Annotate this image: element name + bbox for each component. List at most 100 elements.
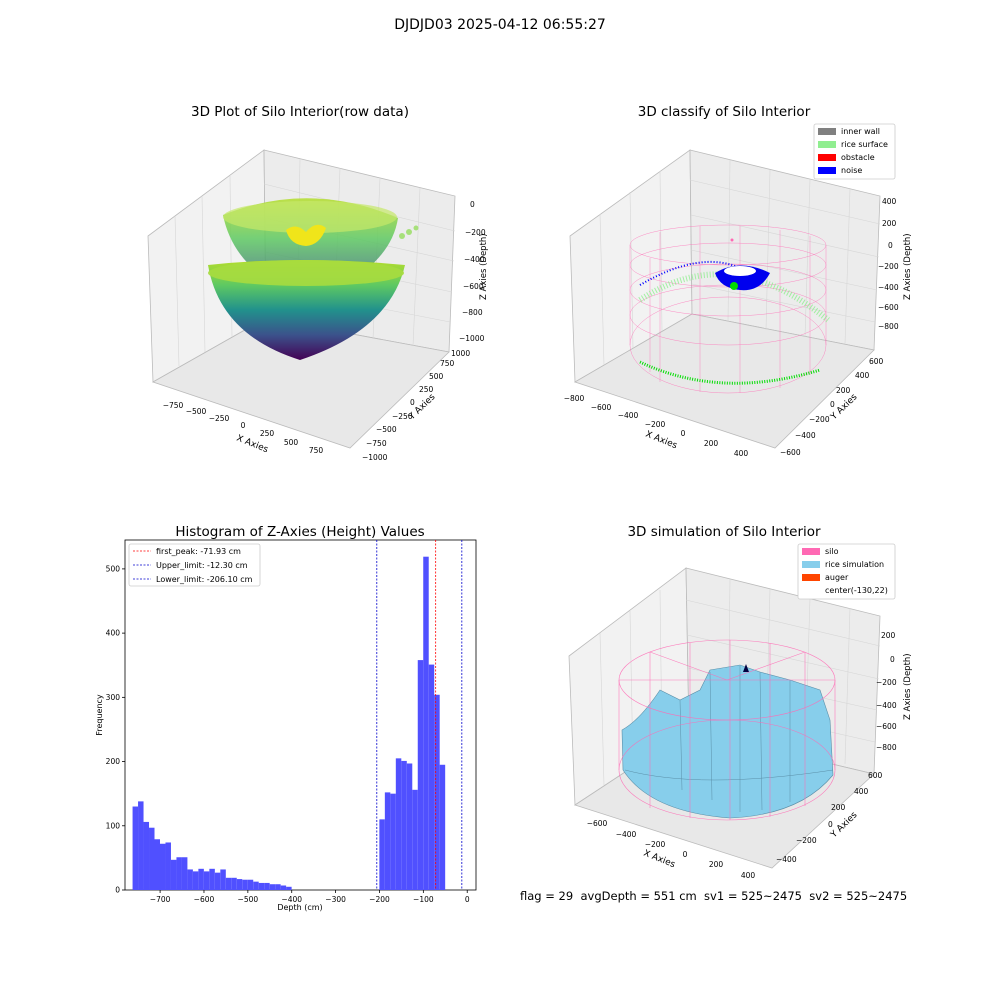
- histogram-bar: [286, 886, 292, 890]
- histogram-ytick-label: 500: [106, 564, 121, 573]
- histogram-bar: [412, 789, 418, 890]
- histogram-xtick-label: 0: [465, 895, 470, 904]
- histogram-bar: [406, 763, 413, 890]
- classify-ytick: −600: [780, 448, 801, 457]
- raw-ytick: 1000: [451, 349, 470, 358]
- simulation-zlabel: Z Axies (Depth): [903, 653, 913, 720]
- histogram-xlabel: Depth (cm): [277, 903, 322, 912]
- raw-ytick: −500: [376, 425, 397, 434]
- raw-ztick: −600: [463, 282, 484, 291]
- legend-label: silo: [825, 547, 839, 556]
- classify-ytick: 200: [836, 386, 851, 395]
- raw-ztick: −1000: [459, 334, 485, 343]
- simulation-rice-surface: [621, 664, 834, 819]
- histogram-bar: [231, 877, 237, 890]
- legend-label: noise: [841, 166, 862, 175]
- simulation-plot-tick-labels: −600 −400 −200 0 200 400 −400 −200 0 200…: [587, 631, 897, 880]
- simulation-xtick: 0: [683, 850, 688, 859]
- raw-zlabel: Z Axies (Depth): [479, 233, 489, 300]
- legend-swatch-auger: [802, 574, 820, 581]
- classify-xtick: −200: [645, 420, 666, 429]
- legend-swatch-silo: [802, 548, 820, 555]
- simulation-ytick: 200: [831, 803, 846, 812]
- raw-xtick: −250: [209, 414, 230, 423]
- classify-ztick: −400: [878, 283, 899, 292]
- classify-xtick: −600: [591, 403, 612, 412]
- histogram-bar: [417, 660, 424, 890]
- histogram-bar: [434, 694, 440, 890]
- raw-plot-title: 3D Plot of Silo Interior(row data): [191, 104, 409, 120]
- histogram-xticks: −700 −600 −500 −400 −300 −200 −100 0: [150, 890, 470, 904]
- raw-ztick: 0: [470, 200, 475, 209]
- classify-xtick: 400: [734, 449, 749, 458]
- legend-label: Lower_limit: -206.10 cm: [156, 575, 253, 584]
- histogram-bar: [242, 879, 248, 890]
- histogram-bar: [138, 801, 144, 890]
- histogram-bar: [143, 821, 150, 890]
- figure-suptitle: DJDJD03 2025-04-12 06:55:27: [394, 17, 606, 33]
- legend-label: first_peak: -71.93 cm: [156, 547, 241, 556]
- histogram-bar: [379, 819, 385, 890]
- classify-xtick: −400: [618, 411, 639, 420]
- classify-plot-tick-labels: −800 −600 −400 −200 0 200 400 −600 −400 …: [564, 197, 899, 458]
- histogram-bar: [275, 884, 281, 890]
- status-footer: flag = 29 avgDepth = 551 cm sv1 = 525~24…: [520, 889, 908, 903]
- raw-ytick: 0: [410, 398, 415, 407]
- histogram-ylabel: Frequency: [95, 694, 104, 736]
- histogram-bars: [132, 556, 446, 890]
- histogram-bar: [390, 793, 396, 890]
- histogram-bar: [214, 872, 221, 890]
- histogram-xtick-label: −700: [150, 895, 171, 904]
- legend-label: auger: [825, 573, 849, 582]
- histogram-bar: [384, 792, 391, 890]
- classify-ytick: 600: [869, 357, 884, 366]
- simulation-ytick: −400: [776, 855, 797, 864]
- histogram-xtick-label: −200: [369, 895, 390, 904]
- histogram-ytick-label: 100: [106, 821, 121, 830]
- raw-xtick: 250: [260, 429, 275, 438]
- simulation-silo-wireframe: [618, 639, 836, 821]
- histogram-bar: [423, 556, 429, 890]
- raw-ztick: −400: [464, 255, 485, 264]
- raw-ylabel: Y Axies: [406, 392, 437, 423]
- classify-ytick: −400: [795, 431, 816, 440]
- classify-silo-wireframe: [629, 224, 827, 394]
- legend-label: center(-130,22): [825, 586, 888, 595]
- classify-zlabel: Z Axies (Depth): [903, 233, 913, 300]
- histogram-bar: [439, 764, 446, 890]
- simulation-plot-title: 3D simulation of Silo Interior: [627, 524, 821, 540]
- classify-plot-gridlines: [599, 159, 881, 366]
- legend-label: rice simulation: [825, 560, 884, 569]
- histogram-bar: [176, 857, 182, 890]
- histogram-bar: [159, 843, 166, 890]
- raw-xtick: 750: [309, 446, 324, 455]
- histogram-bar: [253, 881, 259, 890]
- raw-xtick: 0: [241, 421, 246, 430]
- histogram-xtick-label: −400: [281, 895, 302, 904]
- simulation-ztick: 0: [890, 655, 895, 664]
- classify-ztick: −600: [878, 303, 899, 312]
- raw-ytick: 750: [440, 359, 455, 368]
- raw-ytick: 250: [419, 385, 434, 394]
- simulation-ztick: 200: [881, 631, 896, 640]
- histogram-bar: [198, 868, 204, 890]
- simulation-ytick: −200: [796, 836, 817, 845]
- simulation-ylabel: Y Axies: [828, 810, 859, 841]
- histogram-bar: [258, 882, 265, 890]
- raw-ztick: −800: [462, 308, 483, 317]
- simulation-xtick: −200: [645, 840, 666, 849]
- histogram-bar: [401, 760, 407, 890]
- histogram-bar: [154, 839, 160, 890]
- classify-xtick: 200: [704, 439, 719, 448]
- simulation-ytick: 400: [854, 787, 869, 796]
- simulation-xtick: 200: [709, 860, 724, 869]
- classify-ztick: 200: [882, 219, 897, 228]
- histogram-ytick-label: 400: [106, 629, 121, 638]
- simulation-ztick: −600: [876, 722, 897, 731]
- classify-ztick: −200: [878, 262, 899, 271]
- raw-ytick: 500: [429, 372, 444, 381]
- histogram-bar: [395, 758, 402, 890]
- histogram-xtick-label: −300: [325, 895, 346, 904]
